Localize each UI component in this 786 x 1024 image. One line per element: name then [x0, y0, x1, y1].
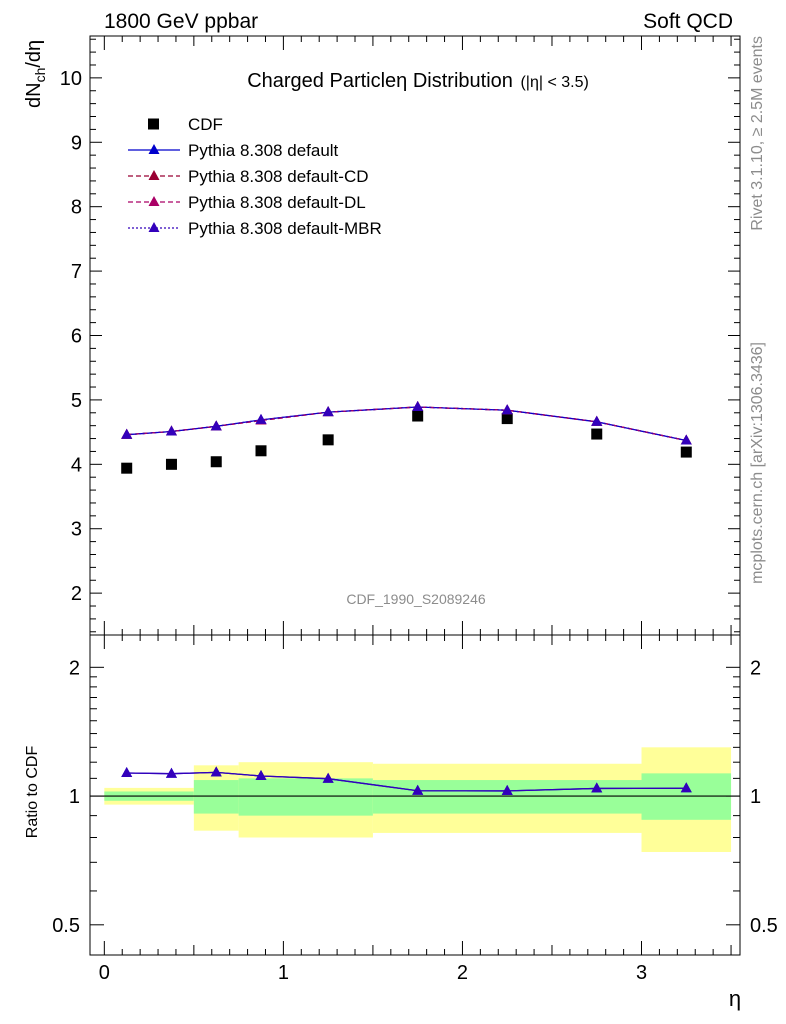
main-axis-ticks: 2 3 4 5 6 7 8 9 10 [60, 36, 740, 635]
series-marker-4 [210, 420, 222, 431]
legend-marker [148, 118, 159, 130]
series-line-1 [126, 406, 687, 442]
cdf-data-point [501, 413, 513, 425]
series-line-2 [126, 406, 687, 442]
series-marker-4 [412, 400, 424, 411]
legend-entry: CDF [148, 115, 223, 134]
cdf-data-point [210, 456, 222, 468]
ratio-series-marker [165, 767, 177, 778]
ratio-data-marks [90, 766, 740, 797]
legend-label: Pythia 8.308 default-CD [188, 167, 369, 186]
ratio-axis-ticks: 0.5 0.5 1 1 2 2 0 1 2 3 [52, 635, 778, 984]
series-marker-4 [591, 415, 603, 426]
ratio-series-marker [210, 766, 222, 777]
main-ytick-label: 6 [71, 326, 82, 348]
legend-label: CDF [188, 115, 223, 134]
legend-entry: Pythia 8.308 default-DL [128, 193, 366, 212]
rivet-label: Rivet 3.1.10, ≥ 2.5M events [749, 36, 766, 231]
ratio-panel: 0.5 0.5 1 1 2 2 0 1 2 3 Ratio to CDF η [24, 634, 778, 1011]
series-marker-4 [165, 425, 177, 436]
analysis-watermark: CDF_1990_S2089246 [346, 591, 486, 607]
series-marker-4 [121, 428, 133, 439]
ratio-band-inner [193, 780, 239, 814]
series-line-3 [126, 406, 687, 442]
main-ytick-label: 7 [71, 261, 82, 283]
ratio-uncertainty-bands [104, 747, 732, 852]
cdf-data-point [591, 428, 603, 440]
series-marker-4 [501, 404, 513, 415]
ratio-frame [89, 634, 741, 956]
ratio-xtick-label: 2 [457, 962, 468, 984]
cdf-data-point [121, 462, 133, 474]
header-right: Soft QCD [643, 10, 733, 33]
legend-label: Pythia 8.308 default-MBR [188, 219, 382, 238]
main-ytick-label: 9 [71, 132, 82, 154]
cdf-data-point [680, 446, 692, 458]
x-axis-label: η [729, 986, 741, 1011]
legend-label: Pythia 8.308 default-DL [188, 193, 366, 212]
header-left: 1800 GeV ppbar [104, 10, 258, 33]
cdf-data-point [255, 445, 267, 457]
cdf-data-point [165, 458, 177, 470]
main-title-text: Charged Particleη Distribution [247, 70, 513, 92]
legend-marker [148, 222, 160, 232]
series-line-4 [126, 406, 687, 442]
main-ytick-label: 3 [71, 519, 82, 541]
ratio-ytick-label-right: 2 [750, 657, 761, 679]
ratio-series-marker [501, 784, 513, 795]
legend-marker [148, 170, 160, 180]
cdf-data-point [322, 434, 334, 446]
ratio-ytick-label: 2 [69, 657, 80, 679]
main-data-marks [121, 400, 692, 474]
ratio-series-marker [322, 772, 334, 783]
ratio-ytick-label-right: 1 [750, 786, 761, 808]
main-title-suffix: (|η| < 3.5) [520, 74, 588, 91]
ratio-ytick-label-right: 0.5 [750, 915, 778, 937]
ratio-series-marker [680, 782, 692, 793]
main-ytick-label: 5 [71, 390, 82, 412]
main-ytick-label: 2 [71, 583, 82, 605]
ratio-xtick-label: 0 [99, 962, 110, 984]
series-marker-4 [322, 406, 334, 417]
ratio-series-marker [591, 782, 603, 793]
main-ytick-label: 10 [60, 68, 82, 90]
main-panel: 2 3 4 5 6 7 8 9 10 Charged Particleη Distributio… [23, 35, 741, 636]
cdf-data-point [412, 410, 424, 422]
legend-marker [148, 196, 160, 206]
ratio-series-marker [121, 767, 133, 778]
ratio-series-marker [255, 770, 267, 781]
legend-entry: Pythia 8.308 default-CD [128, 167, 369, 186]
main-ylabel: dNch/dη [23, 40, 48, 108]
legend-entry: Pythia 8.308 default [128, 141, 339, 160]
main-ytick-label: 8 [71, 197, 82, 219]
ratio-xtick-label: 3 [636, 962, 647, 984]
ratio-series-marker [412, 784, 424, 795]
series-marker-4 [680, 434, 692, 445]
legend-entry: Pythia 8.308 default-MBR [128, 219, 382, 238]
legend-marker [148, 144, 160, 154]
main-ytick-label: 4 [71, 454, 82, 476]
ratio-band-inner [238, 778, 373, 816]
ratio-ytick-label: 0.5 [52, 915, 80, 937]
ratio-ylabel: Ratio to CDF [24, 746, 41, 839]
legend-label: Pythia 8.308 default [188, 141, 339, 160]
legend: CDF Pythia 8.308 default Pythia 8.308 defa… [128, 115, 382, 238]
ratio-ytick-label: 1 [69, 786, 80, 808]
main-title: Charged Particleη Distribution (|η| < 3.… [247, 70, 589, 92]
series-marker-4 [255, 413, 267, 424]
ratio-xtick-label: 1 [278, 962, 289, 984]
mcplots-label: mcplots.cern.ch [arXiv:1306.3436] [749, 342, 766, 584]
